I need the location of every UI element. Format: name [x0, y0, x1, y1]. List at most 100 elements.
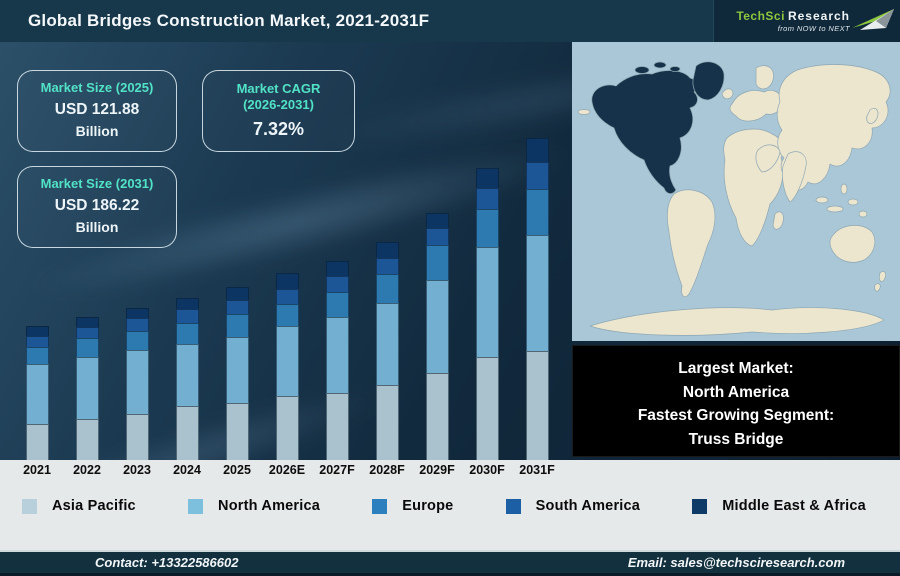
bar-segment-asia-pacific — [476, 357, 499, 460]
bar-segment-south-america — [76, 327, 99, 338]
logo-brand-primary: TechSci — [736, 9, 785, 23]
bar-segment-europe — [76, 338, 99, 357]
australia-region — [829, 225, 876, 263]
island — [815, 196, 829, 204]
bar-segment-middle-east-africa — [76, 317, 99, 327]
bar-2031F — [526, 138, 549, 460]
x-axis-labels: 2021 2022 2023 2024 2025 2026E 2027F 2028F 2029F… — [12, 463, 563, 477]
chart-legend: Asia Pacific North America Europe South Ame… — [0, 498, 900, 514]
bar-segment-north-america — [526, 235, 549, 351]
bar-segment-south-america — [176, 309, 199, 323]
bar-segment-north-america — [26, 364, 49, 424]
bar-2026E — [276, 273, 299, 460]
bar-segment-middle-east-africa — [326, 261, 349, 276]
legend-swatch-icon — [372, 498, 388, 514]
bar-segment-middle-east-africa — [26, 326, 49, 336]
bar-segment-asia-pacific — [226, 403, 249, 460]
bar-segment-asia-pacific — [26, 424, 49, 460]
market-highlights-box: Largest Market: North America Fastest Gr… — [572, 345, 900, 457]
bar-segment-south-america — [526, 162, 549, 189]
uk-region — [721, 88, 734, 100]
bar-segment-europe — [326, 292, 349, 317]
legend-swatch-icon — [505, 498, 521, 514]
bar-segment-south-america — [276, 289, 299, 304]
bar-2025 — [226, 287, 249, 460]
stat-title-line2: (2026-2031) — [243, 97, 314, 113]
arctic-island — [669, 66, 681, 72]
fastest-segment-label: Fastest Growing Segment: — [637, 407, 835, 425]
legend-swatch-icon — [692, 498, 708, 514]
contact-phone: Contact: +13322586602 — [95, 555, 239, 570]
bar-segment-north-america — [376, 303, 399, 385]
bar-segment-south-america — [426, 228, 449, 245]
arrow-icon — [852, 9, 894, 30]
legend-item-asia-pacific: Asia Pacific — [22, 498, 136, 514]
bottom-strip: 2021 2022 2023 2024 2025 2026E 2027F 2028F 2029F… — [0, 460, 900, 550]
bar-segment-europe — [26, 347, 49, 364]
bar-segment-europe — [426, 245, 449, 280]
legend-label: South America — [535, 498, 641, 514]
bar-segment-middle-east-africa — [176, 298, 199, 309]
bars — [0, 42, 572, 460]
axis-label-2031F: 2031F — [519, 463, 555, 477]
bar-2024 — [176, 298, 199, 460]
bar-2027F — [326, 261, 349, 460]
bar-segment-middle-east-africa — [276, 273, 299, 289]
bar-segment-asia-pacific — [526, 351, 549, 460]
bar-segment-middle-east-africa — [426, 213, 449, 228]
stat-value: USD 186.22 — [54, 197, 140, 215]
world-map — [572, 42, 900, 341]
stat-title: Market Size (2025) — [40, 80, 154, 95]
bar-segment-north-america — [276, 326, 299, 396]
bar-segment-europe — [226, 314, 249, 337]
india-region — [782, 151, 807, 203]
bar-segment-asia-pacific — [276, 396, 299, 460]
bar-segment-south-america — [26, 336, 49, 347]
bar-segment-asia-pacific — [376, 385, 399, 460]
legend-label: Asia Pacific — [52, 498, 136, 514]
axis-label-2025: 2025 — [223, 463, 251, 477]
bar-segment-middle-east-africa — [526, 138, 549, 162]
legend-item-middle-east-africa: Middle East & Africa — [692, 498, 866, 514]
axis-label-2030F: 2030F — [469, 463, 505, 477]
arabia-region — [755, 144, 781, 173]
bar-segment-asia-pacific — [426, 373, 449, 460]
bar-segment-south-america — [326, 276, 349, 292]
bar-segment-south-america — [476, 188, 499, 209]
bar-segment-europe — [476, 209, 499, 247]
bar-segment-middle-east-africa — [226, 287, 249, 300]
madagascar-region — [772, 211, 784, 230]
world-map-panel — [572, 42, 900, 341]
bar-segment-asia-pacific — [176, 406, 199, 460]
south-america-region — [667, 189, 716, 298]
bar-2028F — [376, 242, 399, 460]
bar-segment-europe — [526, 189, 549, 235]
scandinavia-region — [755, 65, 774, 90]
axis-label-2022: 2022 — [73, 463, 101, 477]
page-title: Global Bridges Construction Market, 2021… — [28, 11, 430, 30]
aleutian-island — [577, 109, 591, 115]
greenland-region — [692, 61, 725, 101]
legend-label: Middle East & Africa — [722, 498, 866, 514]
bar-segment-north-america — [126, 350, 149, 414]
antarctica-region — [589, 307, 885, 336]
chart-area: Market Size (2025) USD 121.88 Billion Ma… — [0, 42, 900, 460]
bar-2029F — [426, 213, 449, 460]
axis-label-2023: 2023 — [123, 463, 151, 477]
bar-segment-south-america — [226, 300, 249, 314]
footer: Contact: +13322586602 Email: sales@techs… — [0, 550, 900, 576]
stat-box-market-size-2031: Market Size (2031) USD 186.22 Billion — [17, 166, 177, 248]
legend-item-south-america: South America — [505, 498, 641, 514]
axis-label-2028F: 2028F — [369, 463, 405, 477]
axis-label-2026E: 2026E — [268, 463, 306, 477]
bar-segment-asia-pacific — [126, 414, 149, 460]
bar-segment-asia-pacific — [76, 419, 99, 460]
bar-2023 — [126, 308, 149, 460]
legend-swatch-icon — [22, 498, 37, 514]
island — [847, 198, 859, 206]
axis-label-2024: 2024 — [173, 463, 201, 477]
bar-segment-north-america — [476, 247, 499, 357]
bar-segment-north-america — [426, 280, 449, 373]
bar-2022 — [76, 317, 99, 460]
contact-email: Email: sales@techsciresearch.com — [627, 555, 845, 570]
